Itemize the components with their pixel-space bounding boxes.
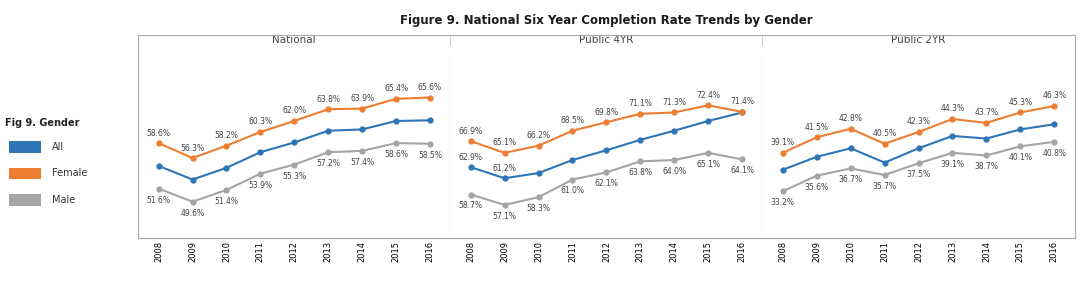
Text: 71.3%: 71.3% (662, 98, 686, 107)
Text: 57.2%: 57.2% (316, 159, 340, 168)
Text: 40.1%: 40.1% (1009, 153, 1032, 162)
Text: 58.7%: 58.7% (459, 201, 483, 211)
Text: 61.2%: 61.2% (492, 164, 516, 173)
Text: 65.4%: 65.4% (384, 84, 408, 93)
Text: 65.1%: 65.1% (697, 160, 720, 169)
Text: 42.3%: 42.3% (906, 118, 931, 126)
Text: 61.0%: 61.0% (561, 186, 584, 196)
Text: 51.4%: 51.4% (215, 197, 239, 206)
Text: 60.3%: 60.3% (248, 118, 272, 126)
Text: 68.5%: 68.5% (561, 116, 584, 125)
Text: 72.4%: 72.4% (697, 91, 720, 100)
Text: 62.1%: 62.1% (594, 179, 619, 188)
Text: 49.6%: 49.6% (180, 209, 204, 218)
Text: 42.8%: 42.8% (839, 114, 863, 123)
Text: 65.6%: 65.6% (418, 83, 442, 92)
Text: 53.9%: 53.9% (248, 181, 272, 190)
Text: 41.5%: 41.5% (805, 123, 828, 132)
Text: 65.1%: 65.1% (492, 138, 516, 147)
Text: 71.4%: 71.4% (730, 97, 754, 106)
Text: 55.3%: 55.3% (282, 171, 307, 181)
Text: 44.3%: 44.3% (941, 104, 964, 113)
Text: 56.3%: 56.3% (180, 143, 204, 153)
Text: 58.5%: 58.5% (418, 151, 442, 160)
Text: 35.7%: 35.7% (873, 182, 896, 191)
Text: 33.2%: 33.2% (771, 198, 795, 207)
Text: 43.7%: 43.7% (974, 108, 998, 117)
Text: Female: Female (52, 168, 87, 178)
Text: 45.3%: 45.3% (1009, 98, 1032, 107)
Text: 58.2%: 58.2% (215, 131, 239, 140)
Text: 58.6%: 58.6% (147, 128, 171, 138)
Text: 62.9%: 62.9% (459, 153, 483, 162)
Text: National: National (272, 35, 316, 46)
Text: Figure 9. National Six Year Completion Rate Trends by Gender: Figure 9. National Six Year Completion R… (400, 14, 813, 27)
Text: 63.8%: 63.8% (629, 168, 652, 177)
Text: 66.9%: 66.9% (459, 127, 483, 136)
Text: 37.5%: 37.5% (906, 170, 931, 179)
Text: 66.2%: 66.2% (527, 131, 551, 140)
Text: 38.7%: 38.7% (974, 162, 998, 171)
Text: 57.4%: 57.4% (350, 158, 374, 167)
Text: 36.7%: 36.7% (839, 176, 863, 184)
Text: 57.1%: 57.1% (492, 212, 516, 221)
Text: All: All (52, 142, 64, 152)
Text: 64.0%: 64.0% (662, 167, 686, 176)
Text: 63.9%: 63.9% (350, 94, 374, 103)
Text: Male: Male (52, 195, 76, 205)
Text: 58.6%: 58.6% (384, 150, 408, 159)
Text: 58.3%: 58.3% (527, 204, 551, 213)
Text: 69.8%: 69.8% (594, 108, 619, 117)
Text: 71.1%: 71.1% (629, 99, 652, 108)
Text: 35.6%: 35.6% (805, 183, 828, 192)
Text: Fig 9. Gender: Fig 9. Gender (5, 118, 80, 128)
Text: Public 2YR: Public 2YR (891, 35, 946, 46)
Text: 39.1%: 39.1% (771, 138, 795, 147)
Text: 39.1%: 39.1% (941, 160, 964, 169)
Text: 62.0%: 62.0% (282, 106, 307, 116)
Text: 63.8%: 63.8% (316, 95, 340, 104)
Text: 46.3%: 46.3% (1042, 91, 1066, 101)
Text: 64.1%: 64.1% (730, 166, 754, 175)
Text: 51.6%: 51.6% (147, 196, 171, 205)
Text: 40.8%: 40.8% (1042, 149, 1066, 158)
Text: 40.5%: 40.5% (873, 129, 896, 138)
Text: Public 4YR: Public 4YR (579, 35, 634, 46)
